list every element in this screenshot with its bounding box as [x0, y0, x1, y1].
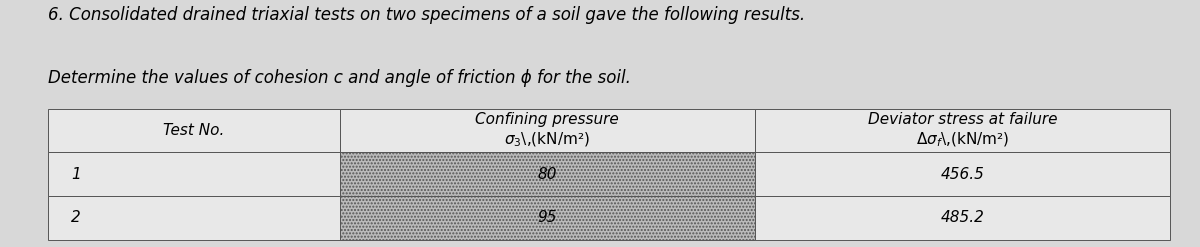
Text: $\Delta\sigma_f$\,(kN/m²): $\Delta\sigma_f$\,(kN/m²): [916, 131, 1009, 149]
Text: $\sigma_3$\,(kN/m²): $\sigma_3$\,(kN/m²): [504, 131, 590, 149]
Text: Confining pressure: Confining pressure: [475, 112, 619, 127]
Text: 6. Consolidated drained triaxial tests on two specimens of a soil gave the follo: 6. Consolidated drained triaxial tests o…: [48, 6, 805, 24]
Text: 485.2: 485.2: [941, 210, 984, 225]
Text: Determine the values of cohesion c and angle of friction ϕ for the soil.: Determine the values of cohesion c and a…: [48, 69, 631, 87]
Text: 95: 95: [538, 210, 557, 225]
Text: Test No.: Test No.: [163, 123, 224, 138]
Text: 1: 1: [71, 167, 82, 182]
Text: 80: 80: [538, 167, 557, 182]
Text: 456.5: 456.5: [941, 167, 984, 182]
Text: Deviator stress at failure: Deviator stress at failure: [868, 112, 1057, 127]
Text: 2: 2: [71, 210, 82, 225]
